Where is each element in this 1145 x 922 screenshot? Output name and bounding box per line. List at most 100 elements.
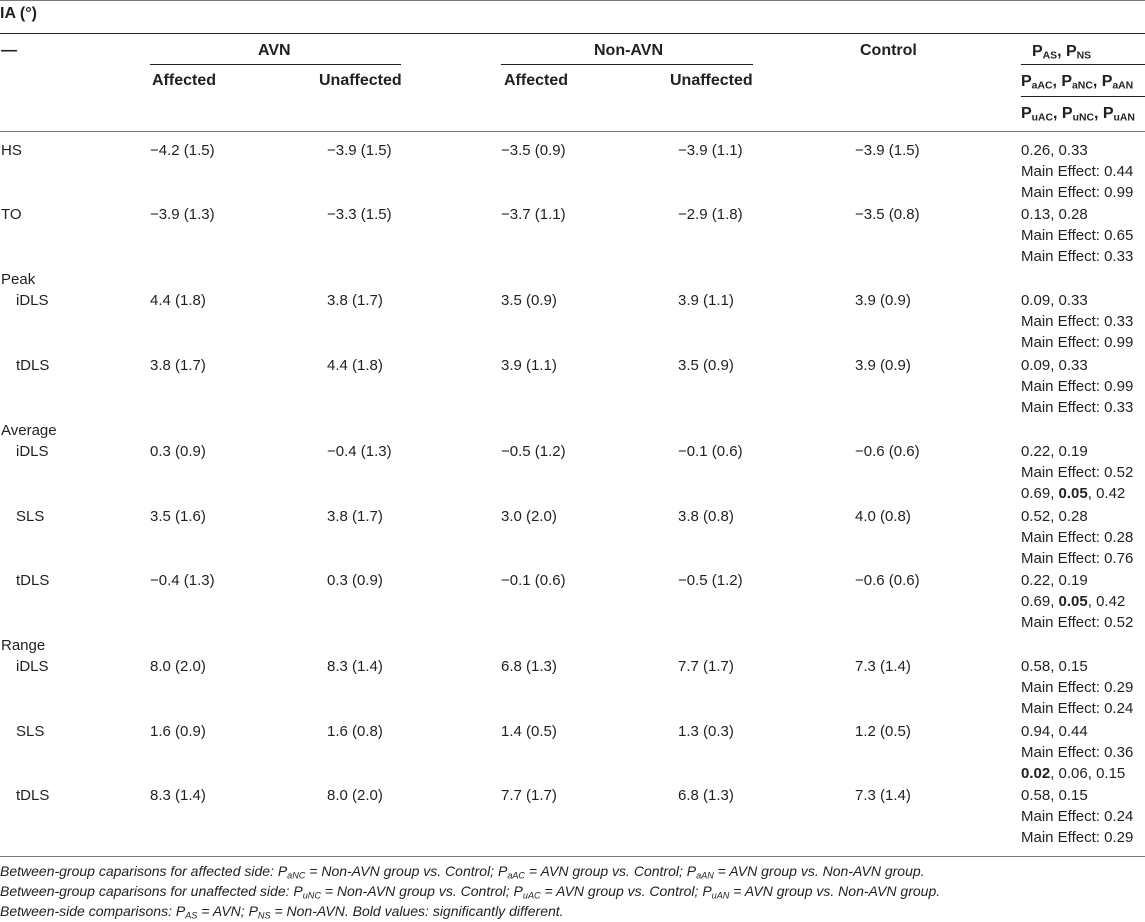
control-cell: 7.3 (1.4) [855,787,911,804]
text-segment: = AVN group vs. Non-AVN group. [729,883,941,899]
table-row: HS −4.2 (1.5) −3.9 (1.5) −3.5 (0.9) −3.9 (1.… [0,141,1145,201]
text-segment: , 0.42 [1087,593,1126,610]
text-segment: Main Effect: 0.29 [1021,679,1134,696]
header-p-row3: PuAC, PuNC, PuAN [1021,104,1135,124]
text-segment: , P [1093,105,1114,122]
bold-value: 0.05 [1058,485,1088,502]
text-segment: 0.52, 0.28 [1021,508,1088,525]
text-segment: Main Effect: 0.76 [1021,550,1134,567]
text-segment: = Non-AVN group vs. Control; P [320,883,523,899]
subscript-text: AS [185,910,198,921]
control-cell: −3.5 (0.8) [855,206,920,223]
text-segment: 0.58, 0.15 [1021,787,1088,804]
text-segment: , P [1057,43,1077,60]
text-segment: Main Effect: 0.33 [1021,313,1134,330]
table-row: SLS 3.5 (1.6) 3.8 (1.7) 3.0 (2.0) 3.8 (0.8) 4… [0,507,1145,567]
p-value-line: Main Effect: 0.99 [1021,377,1133,397]
row-label: tDLS [16,572,50,589]
header-top-rule [0,33,1145,34]
p-value-line: 0.69, 0.05, 0.42 [1021,484,1125,504]
control-cell: −0.6 (0.6) [855,572,920,589]
subscript-text: aNC [1072,80,1093,92]
p-value-line: 0.09, 0.33 [1021,291,1088,311]
avn-affected-cell: 8.3 (1.4) [150,787,206,804]
subscript-text: AS [1042,50,1058,62]
text-segment: , 0.06, 0.15 [1050,765,1126,782]
text-segment: P [1021,105,1032,122]
non-avn-unaffected-cell: −0.1 (0.6) [678,443,743,460]
p-value-line: Main Effect: 0.29 [1021,678,1133,698]
non-avn-unaffected-cell: 1.3 (0.3) [678,723,734,740]
header-non-avn-affected: Affected [504,72,569,89]
non-avn-unaffected-cell: 3.5 (0.9) [678,357,734,374]
table-bottom-rule [0,856,1145,857]
control-cell: 1.2 (0.5) [855,723,911,740]
non-avn-unaffected-cell: 6.8 (1.3) [678,787,734,804]
text-segment: = Non-AVN group vs. Control; P [305,863,508,879]
header-avn-underline [150,64,401,65]
p-value-line: Main Effect: 0.44 [1021,162,1133,182]
non-avn-affected-cell: 7.7 (1.7) [501,787,557,804]
text-segment: , P [1092,73,1113,90]
p-value-line: Main Effect: 0.76 [1021,549,1133,569]
text-segment: 0.69, [1021,593,1059,610]
avn-affected-cell: 3.8 (1.7) [150,357,206,374]
p-value-line: Main Effect: 0.65 [1021,226,1133,246]
p-value-line: 0.13, 0.28 [1021,205,1088,225]
header-p-row1: PAS, PNS [1032,42,1091,62]
text-segment: Main Effect: 0.29 [1021,829,1134,846]
row-label: tDLS [16,787,50,804]
text-segment: P [1021,73,1032,90]
header-non-avn-unaffected: Unaffected [670,72,753,89]
text-segment: Main Effect: 0.24 [1021,700,1134,717]
text-segment: 0.22, 0.19 [1021,572,1088,589]
control-cell: 3.9 (0.9) [855,357,911,374]
row-label: Peak [1,271,36,288]
header-group-control: Control [860,42,917,59]
avn-unaffected-cell: 8.3 (1.4) [327,658,383,675]
p-value-line: 0.58, 0.15 [1021,786,1088,806]
subscript-text: uAN [1113,112,1135,124]
avn-unaffected-cell: 3.8 (1.7) [327,508,383,525]
avn-affected-cell: −4.2 (1.5) [150,142,215,159]
subscript-text: aAN [696,870,714,881]
avn-unaffected-cell: −3.3 (1.5) [327,206,392,223]
text-segment: 0.09, 0.33 [1021,357,1088,374]
avn-unaffected-cell: 3.8 (1.7) [327,292,383,309]
table-title: IA (°) [0,5,37,23]
avn-unaffected-cell: −3.9 (1.5) [327,142,392,159]
text-segment: Main Effect: 0.99 [1021,334,1134,351]
text-segment: Between-group caparisons for affected si… [0,863,288,879]
row-label: HS [1,142,22,159]
p-value-line: 0.94, 0.44 [1021,722,1088,742]
subscript-text: uAN [711,890,730,901]
avn-affected-cell: 1.6 (0.9) [150,723,206,740]
p-value-line: 0.52, 0.28 [1021,507,1088,527]
table-top-rule [0,0,1145,1]
header-dash: — [1,42,17,59]
row-label: SLS [16,723,45,740]
header-p-row2: PaAC, PaNC, PaAN [1021,72,1133,92]
text-segment: = AVN; P [197,903,258,919]
text-segment: Main Effect: 0.99 [1021,378,1134,395]
subscript-text: uAC [1031,112,1054,124]
text-segment: = AVN group vs. Control; P [525,863,697,879]
header-group-non-avn: Non-AVN [594,42,664,59]
non-avn-affected-cell: 6.8 (1.3) [501,658,557,675]
avn-unaffected-cell: 0.3 (0.9) [327,572,383,589]
text-segment: Main Effect: 0.99 [1021,184,1134,201]
p-value-line: Main Effect: 0.33 [1021,247,1133,267]
p-value-line: Main Effect: 0.36 [1021,743,1133,763]
p-value-line: Main Effect: 0.24 [1021,807,1133,827]
control-cell: 7.3 (1.4) [855,658,911,675]
p-value-line: 0.02, 0.06, 0.15 [1021,764,1125,784]
subscript-text: aAC [507,870,526,881]
non-avn-affected-cell: −0.1 (0.6) [501,572,566,589]
bold-value: 0.02 [1021,765,1051,782]
text-segment: Main Effect: 0.65 [1021,227,1134,244]
table-row: iDLS 0.3 (0.9) −0.4 (1.3) −0.5 (1.2) −0.1 (0… [0,442,1145,502]
table-row: iDLS 4.4 (1.8) 3.8 (1.7) 3.5 (0.9) 3.9 (1.1)… [0,291,1145,351]
table-row: Range [0,636,1145,656]
text-segment: , 0.42 [1087,485,1126,502]
avn-affected-cell: −0.4 (1.3) [150,572,215,589]
